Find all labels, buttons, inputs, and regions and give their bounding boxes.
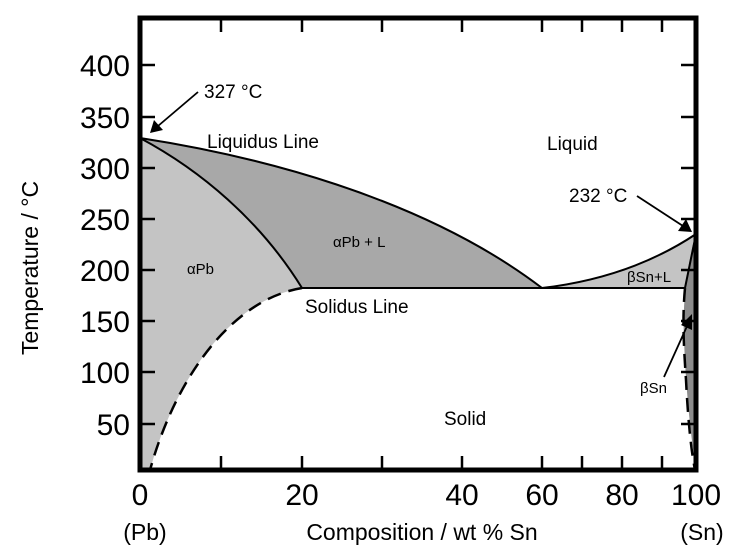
x-tick-label: 0: [132, 479, 149, 512]
sn-end-label: (Sn): [680, 519, 723, 545]
alpha-pb-liquid-region-label: αPb + L: [333, 234, 385, 251]
pb-melting-arrowhead-icon: [150, 120, 163, 133]
beta-sn-liquid-region: [542, 234, 696, 288]
y-axis-title: Temperature / °C: [17, 181, 43, 355]
solid-region-label: Solid: [444, 409, 486, 430]
alpha-pb-region: [140, 138, 302, 470]
liquidus-line-pb-side: [139, 137, 543, 289]
x-tick-label: 60: [525, 479, 558, 512]
y-tick-label: 150: [80, 306, 130, 339]
y-tick-label: 200: [80, 255, 130, 288]
x-axis-title: Composition / wt % Sn: [306, 519, 537, 545]
beta-sn-region-label: βSn: [640, 380, 667, 397]
alpha-pb-region-label: αPb: [187, 261, 214, 278]
beta-solvus-line: [682, 287, 697, 471]
solidus-line-label: Solidus Line: [305, 297, 409, 318]
y-tick-label: 100: [80, 357, 130, 390]
pb-melting-arrow: [157, 91, 199, 127]
x-tick-label: 80: [605, 479, 638, 512]
x-tick-label: 100: [671, 479, 721, 512]
beta-sn-region: [683, 234, 696, 470]
y-tick-label: 300: [80, 153, 130, 186]
beta-sn-liquid-region-label: βSn+L: [627, 269, 671, 286]
beta-sn-arrowhead-icon: [681, 314, 692, 330]
beta-sn-arrow: [663, 323, 689, 378]
sn-melting-arrowhead-icon: [678, 219, 692, 232]
liquidus-line-sn-side: [541, 233, 697, 289]
x-axis-tick-marks: [219, 18, 664, 470]
alpha-solidus-line: [139, 137, 303, 289]
x-tick-label: 20: [285, 479, 318, 512]
liquidus-line-label: Liquidus Line: [207, 132, 319, 153]
y-tick-label: 50: [97, 409, 130, 442]
pb-end-label: (Pb): [123, 519, 166, 545]
y-tick-label: 350: [80, 102, 130, 135]
alpha-solvus-line: [148, 286, 303, 471]
y-tick-label: 400: [80, 50, 130, 83]
x-tick-label: 40: [445, 479, 478, 512]
sn-melting-arrow: [636, 195, 684, 227]
pb-melting-point-label: 327 °C: [204, 82, 262, 103]
liquid-region-label: Liquid: [547, 134, 598, 155]
sn-melting-point-label: 232 °C: [569, 186, 627, 207]
plot-frame: [137, 15, 699, 473]
alpha-pb-liquid-region: [140, 138, 542, 288]
y-axis-tick-marks: [140, 63, 696, 426]
y-tick-label: 250: [80, 204, 130, 237]
